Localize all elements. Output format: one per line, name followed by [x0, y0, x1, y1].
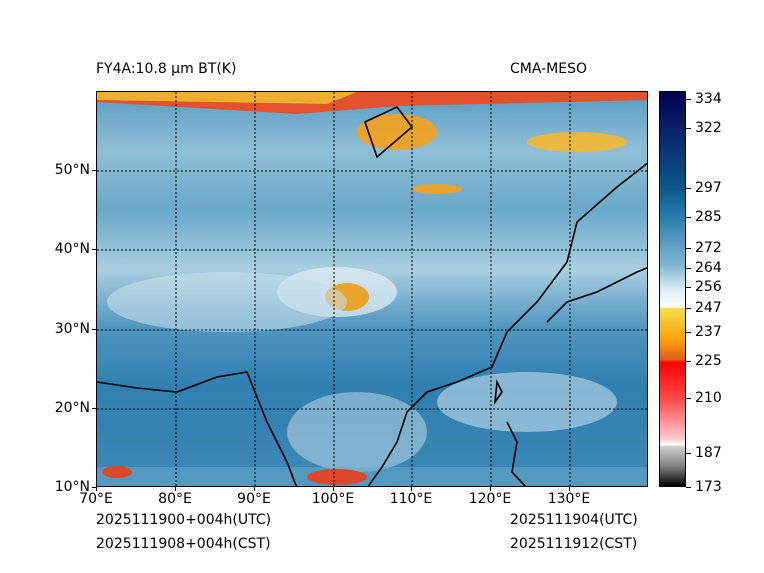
- colorbar-tick-label: 173: [695, 479, 722, 495]
- x-tick-mark: [333, 487, 334, 491]
- colorbar-tick-mark: [686, 287, 691, 288]
- y-tick-label: 40°N: [54, 241, 90, 257]
- product-title: FY4A:10.8 µm BT(K): [96, 61, 237, 77]
- valid-time-utc: 2025111904(UTC): [510, 512, 638, 528]
- colorbar: [659, 91, 686, 487]
- satellite-map: [96, 91, 648, 487]
- colorbar-tick-mark: [686, 268, 691, 269]
- colorbar-tick-label: 322: [695, 120, 722, 136]
- x-tick-mark: [96, 487, 97, 491]
- colorbar-tick-label: 334: [695, 91, 722, 107]
- y-tick-mark: [92, 249, 96, 250]
- y-tick-label: 30°N: [54, 321, 90, 337]
- colorbar-tick-label: 237: [695, 324, 722, 340]
- colorbar-tick-mark: [686, 398, 691, 399]
- x-tick-mark: [490, 487, 491, 491]
- y-tick-label: 10°N: [54, 479, 90, 495]
- valid-time-cst: 2025111912(CST): [510, 536, 638, 552]
- colorbar-tick-label: 256: [695, 279, 722, 295]
- colorbar-tick-mark: [686, 453, 691, 454]
- colorbar-tick-label: 225: [695, 353, 722, 369]
- y-tick-label: 20°N: [54, 400, 90, 416]
- x-tick-label: 110°E: [389, 491, 433, 507]
- map-overlay: [97, 92, 647, 486]
- colorbar-tick-mark: [686, 487, 691, 488]
- x-tick-mark: [254, 487, 255, 491]
- gridlines: [97, 92, 647, 486]
- model-title: CMA-MESO: [510, 61, 588, 77]
- colorbar-tick-mark: [686, 332, 691, 333]
- colorbar-tick-label: 247: [695, 300, 722, 316]
- colorbar-tick-label: 187: [695, 445, 722, 461]
- x-tick-mark: [411, 487, 412, 491]
- coastlines: [97, 105, 647, 486]
- colorbar-tick-mark: [686, 248, 691, 249]
- y-tick-mark: [92, 329, 96, 330]
- y-tick-mark: [92, 408, 96, 409]
- init-time-cst: 2025111908+004h(CST): [96, 536, 271, 552]
- x-tick-label: 80°E: [158, 491, 192, 507]
- colorbar-tick-mark: [686, 217, 691, 218]
- cloud-features: [97, 92, 647, 486]
- colorbar-tick-mark: [686, 361, 691, 362]
- colorbar-tick-label: 272: [695, 240, 722, 256]
- colorbar-tick-label: 297: [695, 180, 722, 196]
- x-tick-label: 120°E: [468, 491, 512, 507]
- colorbar-tick-mark: [686, 188, 691, 189]
- y-tick-label: 50°N: [54, 162, 90, 178]
- init-time-utc: 2025111900+004h(UTC): [96, 512, 272, 528]
- x-tick-label: 100°E: [311, 491, 355, 507]
- y-tick-mark: [92, 170, 96, 171]
- x-tick-label: 130°E: [547, 491, 591, 507]
- x-tick-label: 90°E: [237, 491, 271, 507]
- x-tick-mark: [175, 487, 176, 491]
- colorbar-tick-mark: [686, 128, 691, 129]
- colorbar-tick-label: 264: [695, 260, 722, 276]
- x-tick-label: 70°E: [79, 491, 113, 507]
- colorbar-tick-mark: [686, 99, 691, 100]
- colorbar-tick-label: 210: [695, 390, 722, 406]
- x-tick-mark: [569, 487, 570, 491]
- y-tick-mark: [92, 487, 96, 488]
- cloud-ne: [357, 114, 437, 150]
- colorbar-tick-mark: [686, 308, 691, 309]
- colorbar-tick-label: 285: [695, 209, 722, 225]
